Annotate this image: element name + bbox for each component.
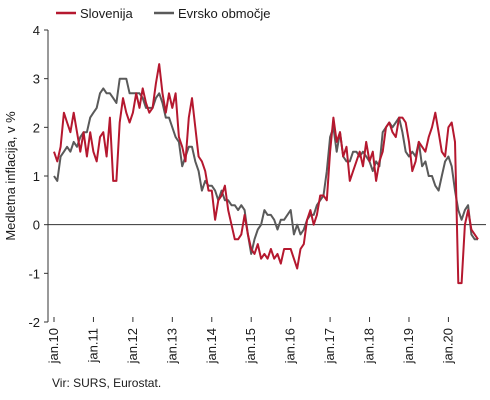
x-tick-label: jan.14 [204,328,219,364]
x-tick-label: jan.17 [322,328,337,364]
y-tick-label: 3 [33,72,40,87]
chart-legend: Slovenija Evrsko območje [56,6,270,21]
plot-lines [53,63,479,285]
x-tick-label: jan.16 [283,328,298,364]
x-tick-label: jan.13 [164,328,179,364]
x-axis: jan.10 jan.11 jan.12 jan.13 jan.14 jan.15 jan.… [46,224,486,364]
x-tick-label: jan.18 [362,328,377,364]
legend-label-evrsko-obmocje: Evrsko območje [178,6,270,21]
legend-label-slovenija: Slovenija [80,6,134,21]
x-tick-label: jan.19 [401,328,416,364]
source-note: Vir: SURS, Eurostat. [52,376,162,390]
x-tick-label: jan.12 [125,328,140,364]
y-axis: -2 -1 0 1 2 3 4 [28,23,49,330]
series-line-slovenija [53,63,479,285]
y-axis-label: Medletna inflacija, v % [3,111,18,241]
x-tick-label: jan.15 [243,328,258,364]
y-tick-label: 0 [33,218,40,233]
y-tick-label: -2 [28,315,40,330]
x-tick-label: jan.11 [85,328,100,363]
x-tick-label: jan.20 [440,328,455,364]
y-tick-label: 1 [33,169,40,184]
y-tick-label: 2 [33,120,40,135]
x-tick-label: jan.10 [46,328,61,364]
y-tick-label: 4 [33,23,40,38]
y-tick-label: -1 [28,266,40,281]
series-line-evrsko-obmocje [53,77,478,255]
